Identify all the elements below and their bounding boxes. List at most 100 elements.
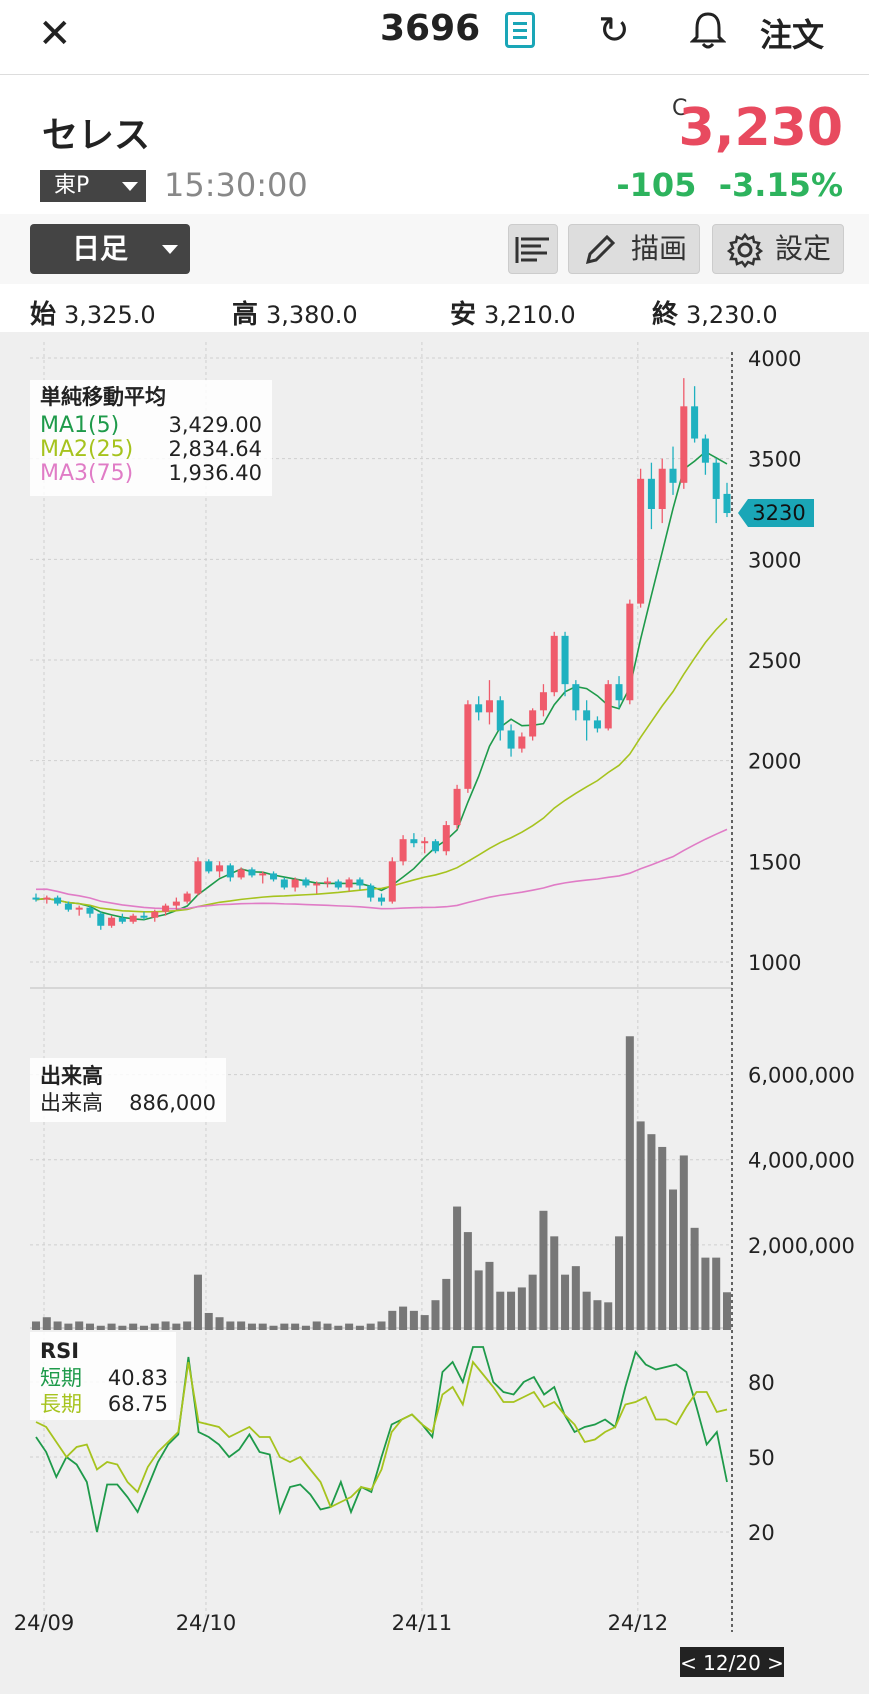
volume-bar (118, 1325, 127, 1330)
volume-bar (85, 1323, 94, 1330)
ma3-value: 1,936.40 (168, 461, 262, 485)
volume-bar (280, 1323, 289, 1330)
period-select[interactable]: 日足 (30, 224, 190, 274)
candle-body (205, 861, 213, 872)
candle-body (561, 635, 569, 685)
draw-button[interactable]: 描画 (568, 224, 700, 274)
candle-body (604, 684, 612, 729)
candle-body (334, 881, 342, 888)
candle-body (151, 911, 159, 918)
candle-body (518, 736, 526, 749)
bell-icon[interactable] (689, 10, 727, 59)
candle-body (280, 879, 288, 888)
volume-bar (323, 1323, 332, 1330)
document-icon[interactable] (505, 12, 535, 48)
high-number: 3,380.0 (266, 301, 358, 329)
candle-body (194, 861, 202, 894)
close-marker: C (672, 96, 688, 121)
candle-body (539, 692, 547, 711)
volume-bar (75, 1321, 84, 1330)
rsi-long-line (35, 1360, 728, 1509)
volume-bar (593, 1300, 602, 1330)
volume-bar (463, 1232, 472, 1330)
candle-body (421, 841, 429, 844)
volume-legend: 出来高 出来高 886,000 (30, 1058, 226, 1122)
volume-bar (42, 1317, 51, 1330)
ma1-value: 3,429.00 (168, 413, 262, 437)
volume-value: 886,000 (129, 1091, 216, 1115)
chevron-down-icon (162, 245, 178, 254)
candle-body (302, 879, 310, 886)
candle-body (442, 825, 450, 852)
exchange-label: 東P (54, 173, 90, 198)
volume-bar (388, 1310, 397, 1330)
close-icon[interactable]: ✕ (38, 11, 72, 57)
ma2-line (35, 617, 728, 913)
stock-chart[interactable]: 4000 3500 3000 2500 2000 1500 1000 6,000,000 4,0… (0, 332, 869, 1694)
draw-label: 描画 (631, 232, 688, 265)
candle-body (615, 684, 623, 701)
volume-bar (193, 1274, 202, 1330)
indicator-list-button[interactable] (508, 224, 558, 274)
volume-bar (507, 1291, 516, 1330)
volume-bar (226, 1321, 235, 1330)
volume-bar (96, 1325, 105, 1330)
gear-icon (727, 232, 763, 268)
volume-bar (161, 1321, 170, 1330)
candle-body (701, 438, 709, 463)
candle-body (237, 869, 245, 878)
candle-body (183, 893, 191, 902)
date-cursor[interactable]: < 12/20 > (680, 1647, 784, 1677)
volume-bar (409, 1310, 418, 1330)
volume-bar (701, 1257, 710, 1330)
current-price: 3,230 (678, 98, 843, 158)
volume-title: 出来高 (40, 1064, 103, 1088)
volume-bar (334, 1325, 343, 1330)
exchange-select[interactable]: 東P (40, 170, 146, 202)
volume-bar (604, 1302, 613, 1330)
volume-bar (690, 1227, 699, 1330)
candle-body (572, 684, 580, 711)
volume-bar (669, 1189, 678, 1330)
candle-body (75, 907, 83, 910)
order-button[interactable]: 注文 (760, 16, 825, 54)
candle-body (270, 873, 278, 880)
candle-body (583, 710, 591, 721)
reload-icon[interactable]: ↻ (598, 8, 630, 52)
candle-body (162, 905, 170, 912)
candle-body (32, 897, 40, 900)
candle-body (431, 841, 439, 852)
volume-axis-tick: 4,000,000 (748, 1149, 855, 1173)
close-number: 3,230.0 (686, 301, 778, 329)
volume-axis-tick: 2,000,000 (748, 1234, 855, 1258)
volume-bar (204, 1312, 213, 1330)
price-axis-tick: 2500 (748, 649, 801, 673)
volume-bar (571, 1266, 580, 1330)
volume-axis-tick: 6,000,000 (748, 1064, 855, 1088)
candle-body (453, 788, 461, 826)
volume-bar (517, 1287, 526, 1330)
candle-body (507, 730, 515, 749)
candle-body (388, 861, 396, 902)
open-number: 3,325.0 (64, 301, 156, 329)
ma-legend-title: 単純移動平均 (40, 385, 166, 409)
chart-area[interactable]: 4000 3500 3000 2500 2000 1500 1000 6,000,000 4,0… (0, 332, 869, 1694)
candle-body (496, 700, 504, 731)
low-value: 安 3,210.0 (450, 294, 576, 331)
date-axis-tick: 24/09 (14, 1611, 75, 1635)
candle-body (593, 720, 601, 729)
volume-bar (312, 1321, 321, 1330)
high-label: 高 (232, 300, 259, 330)
volume-bar (150, 1323, 159, 1330)
candle-body (367, 885, 375, 898)
settings-button[interactable]: 設定 (712, 224, 844, 274)
volume-bar (636, 1121, 645, 1330)
candle-body (129, 915, 137, 922)
list-icon (515, 237, 549, 263)
candle-body (248, 869, 256, 876)
volume-bar (582, 1291, 591, 1330)
stock-info: セレス 東P 15:30:00 C 3,230 -105 -3.15% (12, 88, 857, 208)
volume-bar (172, 1323, 181, 1330)
candle-body (647, 478, 655, 509)
stock-code: 3696 (380, 8, 481, 49)
